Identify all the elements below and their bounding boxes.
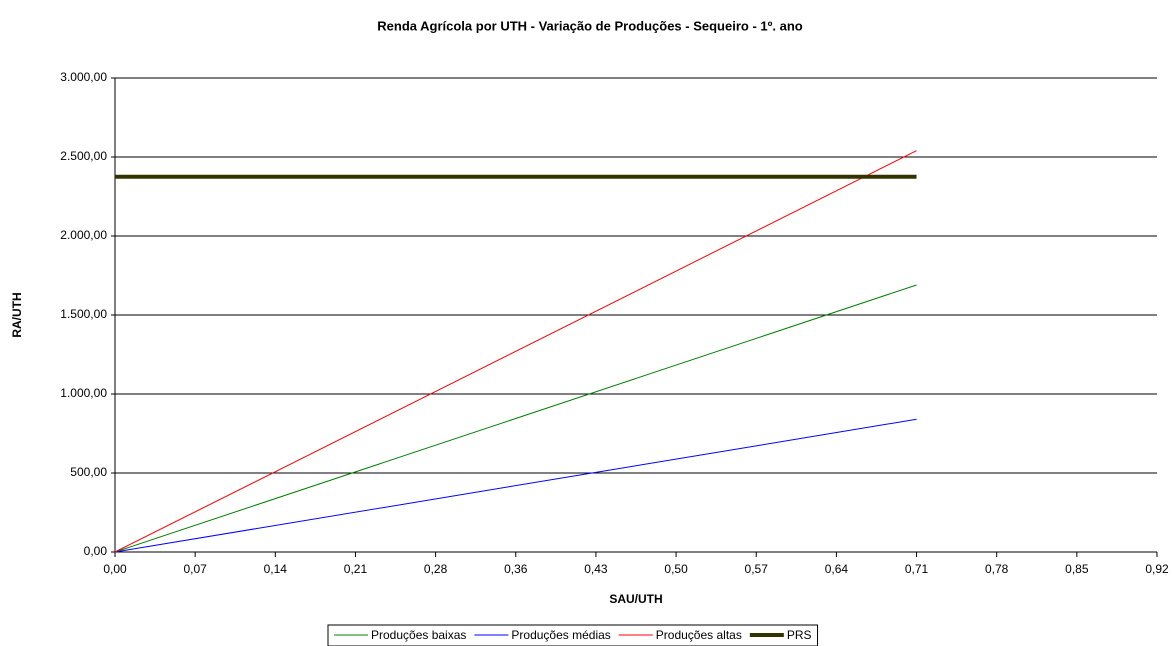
series-line: [114, 418, 917, 553]
x-axis-title: SAU/UTH: [609, 592, 662, 606]
legend-label: PRS: [787, 628, 812, 642]
x-tick-label: 0,50: [664, 562, 688, 576]
x-tick-label: 0,28: [424, 562, 448, 576]
y-tick-label: 1.500,00: [60, 307, 107, 321]
y-tick-label: 2.000,00: [60, 228, 107, 242]
legend-box: [327, 624, 819, 646]
x-tick-label: 0,21: [344, 562, 368, 576]
x-tick-label: 0,92: [1145, 562, 1169, 576]
x-tick-label: 0,43: [584, 562, 608, 576]
x-tick-label: 0,07: [183, 562, 207, 576]
chart-title: Renda Agrícola por UTH - Variação de Pro…: [377, 18, 802, 33]
legend-label: Produções baixas: [371, 628, 466, 642]
y-tick-label: 0,00: [84, 544, 108, 558]
x-tick-label: 0,85: [1065, 562, 1089, 576]
legend: Produções baixas Produções médias Produçõe…: [327, 624, 819, 646]
y-tick-label: 3.000,00: [60, 70, 107, 84]
x-tick-label: 0,14: [264, 562, 288, 576]
x-tick-label: 0,64: [825, 562, 849, 576]
y-tick-label: 1.000,00: [60, 386, 107, 400]
legend-label: Produções altas: [656, 628, 742, 642]
x-tick-label: 0,57: [745, 562, 769, 576]
x-tick-label: 0,71: [905, 562, 929, 576]
x-tick-label: 0,36: [504, 562, 528, 576]
x-tick-label: 0,78: [985, 562, 1009, 576]
y-tick-label: 2.500,00: [60, 149, 107, 163]
y-tick-label: 500,00: [70, 465, 107, 479]
legend-label: Produções médias: [511, 628, 610, 642]
series-line: [114, 150, 917, 553]
series-line: [114, 284, 917, 553]
x-tick-label: 0,00: [103, 562, 127, 576]
y-axis-title: RA/UTH: [10, 292, 24, 337]
